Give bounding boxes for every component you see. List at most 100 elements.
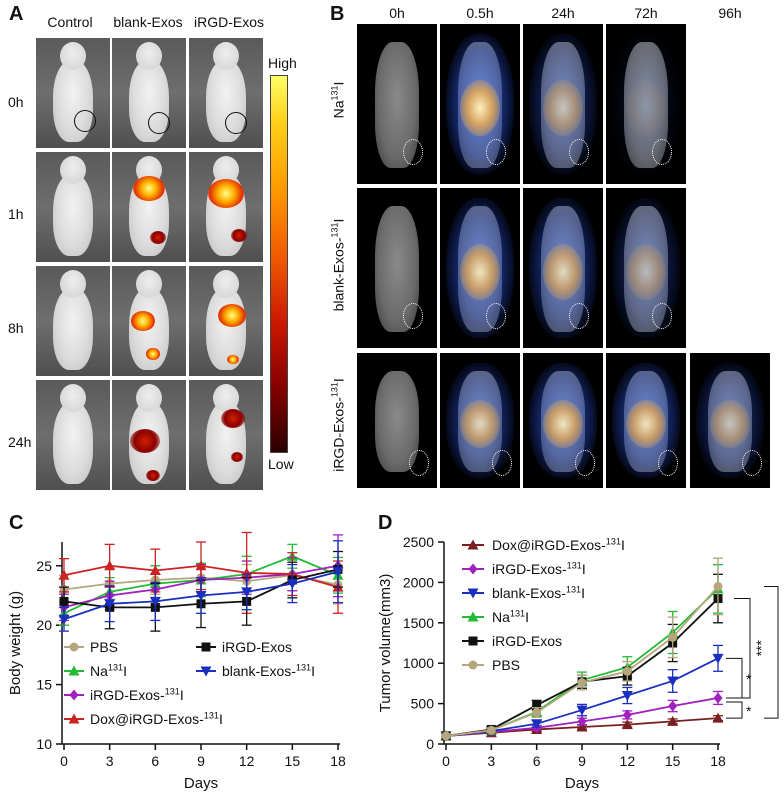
mouse-body	[53, 174, 93, 256]
tumor-dotted-marker	[403, 139, 423, 166]
x-tick-label: 3	[487, 753, 495, 769]
tumor-circle-marker	[148, 112, 170, 134]
panel-a-image-tile	[36, 38, 110, 148]
legend-label: PBS	[90, 639, 118, 655]
panel-b-column-96h: 96h	[718, 5, 742, 21]
data-point	[576, 705, 588, 716]
spect-uptake-hotspot	[543, 80, 583, 136]
legend-label: Dox@iRGD-Exos-131I	[90, 710, 223, 727]
legend-label: iRGD-Exos	[222, 639, 292, 655]
data-point	[713, 692, 723, 704]
data-point	[621, 719, 633, 730]
significance-star: ***	[753, 640, 769, 657]
spect-uptake-hotspot	[460, 400, 500, 448]
x-tick-label: 3	[106, 753, 114, 769]
mouse-head	[213, 42, 239, 70]
legend-label: PBS	[492, 657, 520, 673]
panel-b-image-tile	[440, 353, 520, 488]
mouse-head	[60, 384, 86, 412]
mouse-head	[213, 384, 239, 412]
panel-b-image-tile	[357, 353, 437, 488]
legend-label: iRGD-Exos	[492, 633, 562, 649]
panel-b-image-tile	[606, 188, 686, 348]
panel-a-column-blank-exos: blank-Exos	[113, 14, 183, 30]
data-point	[58, 614, 70, 625]
data-point	[668, 700, 678, 712]
data-point	[532, 707, 542, 717]
legend-label: Dox@iRGD-Exos-131I	[492, 536, 625, 553]
fluorescence-signal	[231, 229, 248, 242]
fluorescence-signal	[227, 354, 240, 365]
fluorescence-signal	[145, 470, 160, 482]
x-tick-label: 6	[533, 753, 541, 769]
fluorescence-signal	[133, 175, 165, 202]
data-point	[532, 700, 542, 710]
y-axis-label: Tumor volume(mm3)	[377, 574, 394, 713]
panel-a-column-irgd-exos: iRGD-Exos	[193, 14, 264, 30]
data-point	[58, 569, 70, 580]
colorbar	[270, 75, 288, 453]
y-tick-label: 25	[36, 558, 52, 574]
legend-marker	[69, 642, 79, 652]
data-point	[149, 596, 161, 607]
legend-marker	[467, 611, 479, 622]
panel-a-image-tile	[112, 380, 186, 490]
y-tick-label: 500	[411, 696, 435, 712]
data-point	[712, 653, 724, 664]
panel-a-image-tile	[112, 266, 186, 376]
fluorescence-signal	[217, 304, 246, 327]
data-point	[441, 731, 451, 741]
panel-b-image-tile	[523, 188, 603, 348]
mouse-head	[136, 270, 162, 298]
data-point	[59, 596, 69, 606]
data-point	[621, 691, 633, 702]
spect-uptake-hotspot	[460, 244, 500, 300]
tumor-dotted-marker	[569, 303, 589, 330]
y-tick-label: 2000	[403, 574, 434, 590]
panel-b-column-0-5h: 0.5h	[466, 5, 494, 21]
fluorescence-signal	[221, 408, 246, 429]
tumor-dotted-marker	[403, 303, 423, 330]
tumor-dotted-marker	[492, 450, 512, 477]
panel-a-image-tile	[189, 266, 263, 376]
x-tick-label: 18	[710, 753, 726, 769]
y-tick-label: 15	[36, 677, 52, 693]
data-point	[667, 715, 679, 726]
data-point	[195, 560, 207, 571]
legend-label: blank-Exos-131I	[492, 584, 585, 601]
legend-marker	[468, 660, 478, 670]
legend-marker	[467, 588, 479, 599]
panel-a-row-0h: 0h	[8, 94, 24, 110]
panel-b-letter: B	[330, 3, 345, 25]
spect-uptake-hotspot	[543, 244, 583, 300]
x-tick-label: 15	[665, 753, 681, 769]
colorbar-low-label: Low	[268, 456, 294, 472]
data-point	[531, 719, 543, 730]
panel-b-image-tile	[357, 24, 437, 184]
y-tick-label: 1500	[403, 615, 434, 631]
x-axis-label: Days	[184, 775, 218, 792]
x-tick-label: 12	[239, 753, 255, 769]
spect-uptake-hotspot	[626, 244, 666, 300]
x-tick-label: 9	[578, 753, 586, 769]
tumor-dotted-marker	[486, 303, 506, 330]
data-point	[104, 560, 116, 571]
tumor-dotted-marker	[575, 450, 595, 477]
panel-a-image-tile	[36, 266, 110, 376]
panel-b-column-24h: 24h	[551, 5, 575, 21]
chart-c-body-weight: 10 15 20 25 0 3 6 9 12 15 18 Days Body weight (g) PBS…	[7, 531, 346, 792]
panel-a-row-8h: 8h	[8, 320, 24, 336]
panel-a-row-24h: 24h	[8, 434, 32, 450]
legend-marker	[200, 666, 212, 677]
panel-c-letter: C	[9, 512, 24, 534]
panel-b-image-tile	[523, 353, 603, 488]
x-axis-label: Days	[565, 775, 599, 792]
legend-label: blank-Exos-131I	[222, 662, 315, 679]
data-point	[149, 565, 161, 576]
x-tick-label: 9	[197, 753, 205, 769]
data-point	[195, 590, 207, 601]
panel-b-image-tile	[690, 353, 770, 488]
x-tick-label: 0	[60, 753, 68, 769]
data-point	[286, 579, 298, 590]
panel-d-letter: D	[378, 512, 393, 534]
